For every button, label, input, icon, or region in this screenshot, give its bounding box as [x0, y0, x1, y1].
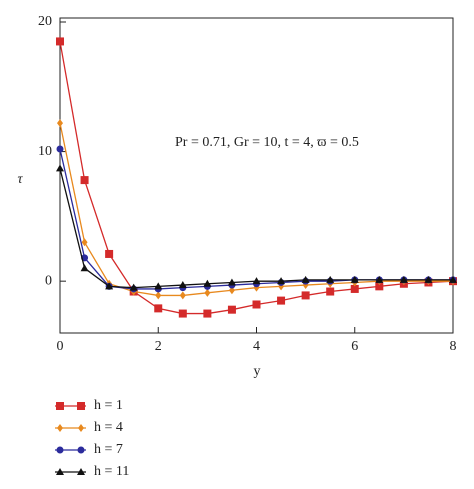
data-point: [105, 249, 114, 258]
data-point: [399, 275, 408, 283]
legend-label: h = 11: [94, 464, 129, 479]
legend-marker: [57, 424, 63, 432]
data-point: [301, 275, 310, 283]
y-axis-label: τ: [17, 172, 23, 187]
data-point: [178, 281, 187, 289]
x-tick-label: 8: [450, 339, 457, 354]
legend-marker: [56, 446, 64, 454]
x-tick-label: 4: [253, 339, 260, 354]
data-point: [227, 305, 236, 314]
data-point: [129, 283, 138, 291]
data-point: [350, 284, 359, 293]
data-point: [154, 282, 163, 290]
legend-marker: [56, 402, 64, 410]
data-point: [449, 275, 457, 283]
x-tick-label: 2: [155, 339, 162, 354]
data-point: [424, 275, 433, 283]
annotation: Pr = 0.71, Gr = 10, t = 4, ϖ = 0.5: [175, 135, 359, 150]
series-line: [59, 41, 454, 315]
data-point: [375, 282, 384, 291]
data-point: [81, 238, 88, 247]
y-tick-label: 10: [38, 144, 52, 159]
x-axis-label: y: [254, 364, 261, 379]
legend-marker: [77, 446, 85, 454]
legend-marker: [77, 468, 85, 475]
data-point: [178, 309, 187, 318]
data-point: [252, 277, 261, 285]
legend-label: h = 4: [94, 420, 123, 435]
data-point: [326, 287, 335, 296]
data-point: [252, 300, 261, 309]
data-point: [277, 296, 286, 305]
data-point: [227, 278, 236, 286]
data-point: [56, 164, 64, 172]
legend-marker: [78, 424, 84, 432]
legend-label: h = 1: [94, 398, 123, 413]
data-point: [277, 277, 286, 285]
data-point: [155, 291, 162, 300]
data-point: [56, 37, 64, 46]
data-point: [80, 176, 89, 185]
data-point: [203, 309, 212, 318]
data-point: [326, 275, 335, 283]
data-point: [301, 291, 310, 300]
legend-marker: [77, 402, 85, 410]
data-point: [350, 275, 359, 283]
x-tick-label: 0: [57, 339, 64, 354]
legend-marker: [56, 468, 64, 475]
data-point: [203, 279, 212, 287]
y-tick-label: 20: [38, 14, 52, 29]
data-point: [204, 288, 211, 297]
data-point: [105, 282, 114, 290]
y-tick-label: 0: [45, 273, 52, 288]
data-point: [56, 145, 64, 153]
data-point: [375, 275, 384, 283]
data-point: [228, 286, 235, 295]
data-point: [57, 119, 63, 128]
data-point: [80, 264, 89, 272]
data-point: [154, 304, 163, 313]
legend-label: h = 7: [94, 442, 123, 457]
data-point: [179, 291, 186, 300]
x-tick-label: 6: [351, 339, 358, 354]
